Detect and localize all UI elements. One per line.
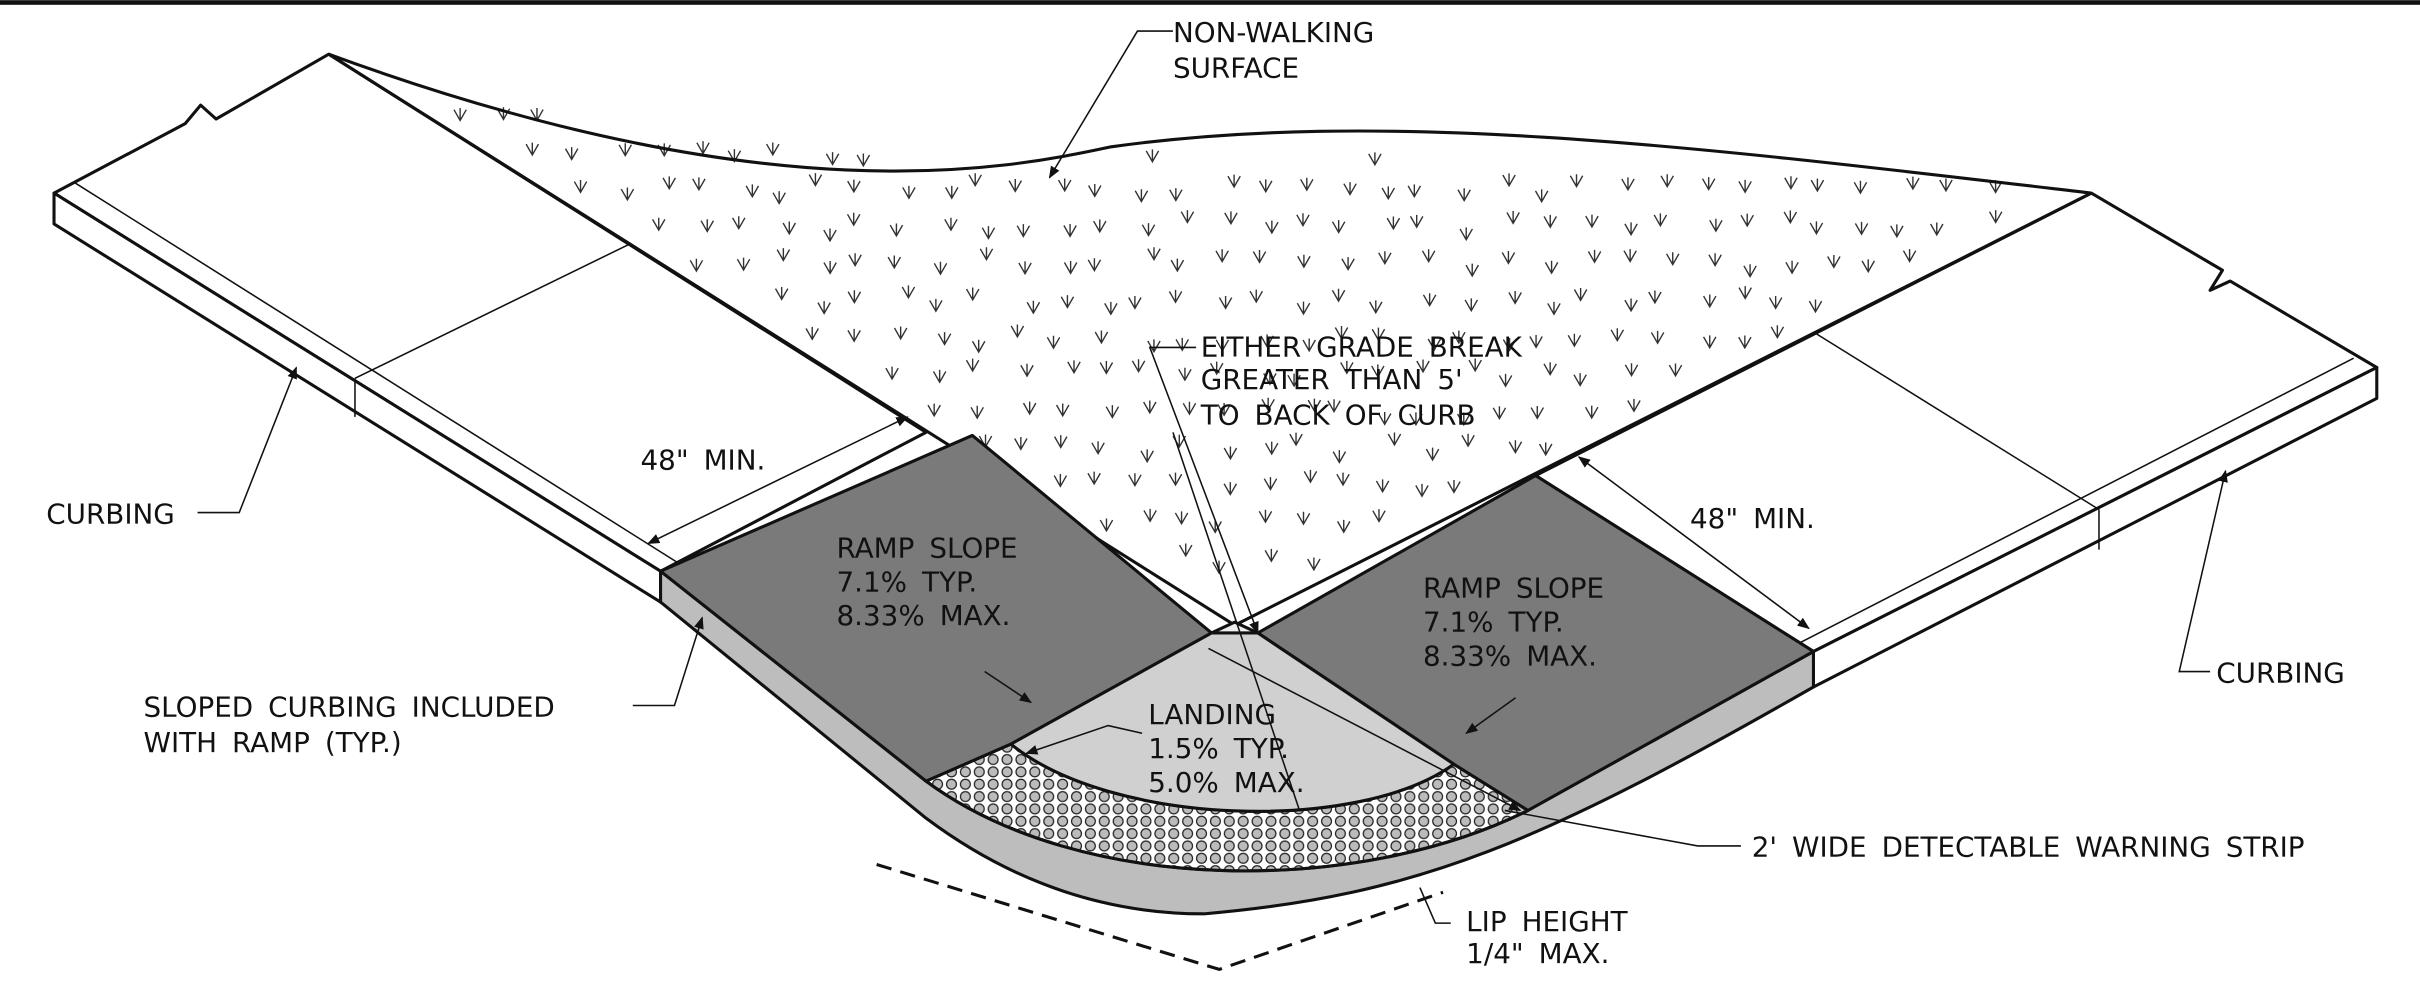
dimension-text: 48" MIN. [640, 443, 765, 476]
landing-text: 5.0% MAX. [1148, 766, 1304, 799]
landing-text: LANDING [1148, 698, 1276, 731]
note-text: CURBING [46, 497, 175, 530]
dimension-text: 48" MIN. [1690, 502, 1815, 535]
ramp-text: 7.1% TYP. [1423, 605, 1564, 638]
ramp-text: 8.33% MAX. [837, 599, 1011, 632]
ramp-text: RAMP SLOPE [1423, 571, 1604, 604]
ramp-text: RAMP SLOPE [837, 531, 1018, 564]
top-border [0, 0, 2420, 5]
note-text: GREATER THAN 5' [1201, 363, 1463, 396]
note-text: 2' WIDE DETECTABLE WARNING STRIP [1752, 831, 2305, 864]
landing-top [1212, 622, 1258, 633]
ramp-text: 8.33% MAX. [1423, 639, 1597, 672]
page: {"annotations":{ "non_walking_surface":[… [0, 0, 2420, 1002]
note-text: 1/4" MAX. [1466, 937, 1609, 970]
note-text: NON-WALKING [1173, 16, 1374, 49]
note-text: CURBING [2216, 656, 2345, 689]
note-text: SURFACE [1173, 51, 1299, 84]
note-text: EITHER GRADE BREAK [1201, 331, 1523, 364]
note-text: LIP HEIGHT [1466, 905, 1628, 938]
ramp-text: 7.1% TYP. [837, 565, 978, 598]
note-text: TO BACK OF CURB [1200, 399, 1476, 432]
curb-ramp-diagram: NON-WALKING SURFACE EITHER GRADE BREAK G… [0, 0, 2420, 1002]
landing-text: 1.5% TYP. [1148, 732, 1289, 765]
note-text: SLOPED CURBING INCLUDED [144, 690, 555, 723]
note-text: WITH RAMP (TYP.) [144, 726, 402, 759]
